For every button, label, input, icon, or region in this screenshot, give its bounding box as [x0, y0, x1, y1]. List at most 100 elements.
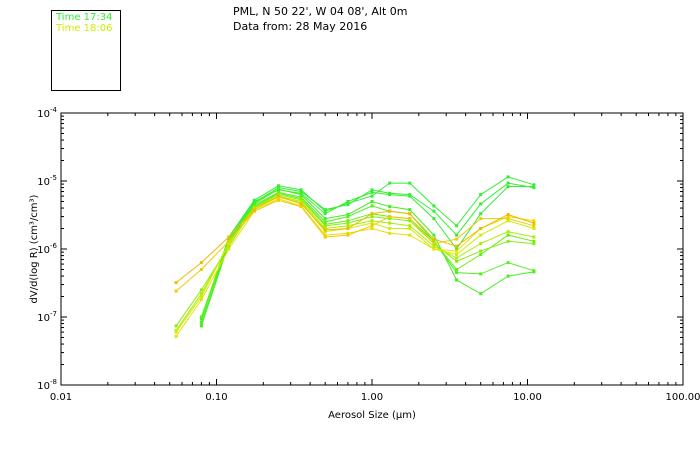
data-point [299, 190, 303, 193]
data-point [408, 208, 412, 212]
data-point [506, 233, 510, 237]
data-point [388, 205, 392, 209]
data-point [479, 202, 483, 206]
x-tick-label: 0.01 [50, 392, 72, 403]
series-profile-2 [199, 175, 536, 321]
data-point [388, 227, 392, 230]
data-point [455, 256, 459, 260]
series-profile-9 [174, 195, 536, 334]
data-point [506, 230, 510, 234]
data-point [323, 235, 327, 239]
data-point [432, 217, 436, 221]
data-point [346, 215, 350, 219]
data-point [455, 244, 459, 248]
x-tick-label: 1.00 [361, 392, 383, 403]
data-point [323, 233, 327, 237]
series-line [175, 199, 535, 292]
data-point [455, 259, 459, 263]
series-profile-8 [174, 194, 536, 333]
x-axis-label: Aerosol Size (μm) [328, 410, 416, 421]
data-point [479, 193, 483, 197]
data-point [252, 208, 256, 212]
data-point [174, 281, 178, 285]
data-point [388, 215, 392, 219]
data-point [455, 249, 459, 253]
data-point [455, 237, 459, 241]
data-point [199, 298, 203, 302]
data-point [323, 220, 327, 224]
data-point [408, 212, 412, 216]
data-point [299, 198, 303, 202]
legend-box: Time 17:34 Time 18:06 [51, 10, 121, 91]
data-point [276, 197, 280, 201]
data-point [227, 237, 231, 241]
data-point [346, 233, 350, 237]
data-point [479, 292, 483, 296]
data-point [432, 233, 436, 237]
y-axis: 10-4 10-5 10-6 10-7 10-8 [37, 106, 683, 392]
legend-entry-1: Time 17:34 [56, 12, 113, 23]
data-point [227, 242, 231, 246]
data-point [532, 235, 536, 239]
data-point [370, 200, 374, 203]
data-point [199, 292, 203, 296]
data-point [532, 242, 536, 246]
data-point [479, 212, 483, 216]
data-point [408, 224, 412, 228]
data-point [479, 227, 483, 230]
x-tick-label: 100.00 [666, 392, 700, 403]
data-point [506, 219, 510, 223]
data-point [370, 190, 374, 194]
data-point [506, 185, 510, 188]
data-point [432, 242, 436, 246]
data-point [199, 322, 203, 326]
data-point [299, 202, 303, 206]
data-point [370, 204, 374, 208]
y-tick-label: 10-4 [37, 106, 57, 120]
legend-entry-2: Time 18:06 [56, 23, 113, 34]
data-point [506, 261, 510, 265]
data-point [227, 235, 231, 239]
data-point [299, 188, 303, 192]
data-point [174, 324, 178, 328]
data-point [506, 175, 510, 179]
data-point [227, 239, 231, 243]
data-point [388, 221, 392, 225]
data-point [532, 183, 536, 187]
data-point [299, 205, 303, 209]
data-point [455, 268, 459, 271]
data-point [252, 198, 256, 202]
chart-title: PML, N 50 22', W 04 08', Alt 0m [233, 5, 408, 18]
data-point [408, 233, 412, 237]
data-point [432, 237, 436, 241]
data-point [346, 203, 350, 207]
data-point [174, 334, 178, 338]
y-axis-label: dV/d(log R) (cm³/cm³) [29, 194, 40, 303]
data-point [174, 289, 178, 293]
data-point [323, 228, 327, 232]
data-point [455, 247, 459, 251]
data-point [432, 247, 436, 251]
data-point [276, 184, 280, 188]
data-point [432, 204, 436, 208]
data-point [532, 269, 536, 273]
data-point [479, 253, 483, 256]
data-point [455, 278, 459, 282]
data-point [252, 209, 256, 213]
data-point [532, 221, 536, 225]
data-point [346, 200, 350, 203]
data-point [276, 194, 280, 198]
data-point [370, 188, 374, 192]
series-line [175, 195, 535, 331]
data-point [323, 208, 327, 212]
data-point [370, 227, 374, 230]
data-point [408, 193, 412, 197]
data-point [276, 198, 280, 202]
data-point [323, 230, 327, 234]
data-point [455, 271, 459, 275]
data-point [432, 239, 436, 243]
plot-frame [60, 112, 684, 386]
data-point [532, 239, 536, 243]
data-point [323, 212, 327, 216]
